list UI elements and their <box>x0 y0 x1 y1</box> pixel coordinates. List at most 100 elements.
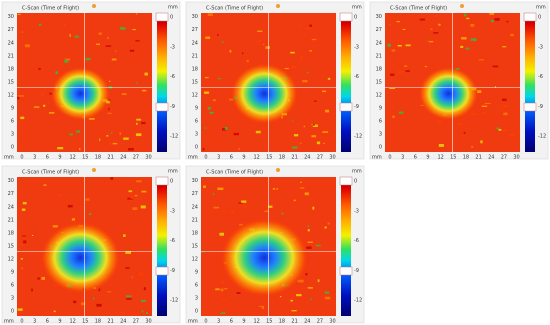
colorbar-unit: mm <box>168 5 178 11</box>
heatmap-speckle <box>85 57 91 61</box>
heatmap-speckle <box>428 41 434 43</box>
heatmap-speckle <box>236 292 241 294</box>
heatmap-speckle <box>109 80 111 82</box>
heatmap-speckle <box>135 13 138 15</box>
heatmap-speckle <box>307 225 310 227</box>
x-unit: mm <box>4 155 14 161</box>
heatmap-speckle <box>204 76 209 79</box>
heatmap-speckle <box>229 50 232 53</box>
heatmap-speckle <box>67 204 73 208</box>
heatmap-speckle <box>127 197 134 200</box>
colorbar-tick-label: -9 <box>354 268 359 274</box>
heatmap-speckle <box>120 27 126 30</box>
heatmap-speckle <box>108 107 110 111</box>
heatmap-speckle <box>98 32 102 35</box>
heatmap-speckle <box>402 28 406 31</box>
heatmap-speckle <box>69 33 71 37</box>
heatmap-speckle <box>300 187 305 189</box>
colorbar <box>157 13 167 152</box>
marker-dot <box>276 168 280 172</box>
colorbar-slider <box>155 176 169 186</box>
x-tick-label: 30 <box>329 155 335 161</box>
colorbar-tick-label: -6 <box>538 74 543 80</box>
heatmap-speckle <box>312 206 315 210</box>
heatmap-speckle <box>20 258 23 260</box>
heatmap-speckle <box>293 134 299 137</box>
heatmap-speckle <box>207 106 211 110</box>
x-tick-label: 3 <box>217 155 220 161</box>
heatmap-speckle <box>38 68 41 70</box>
heatmap-speckle <box>43 89 46 93</box>
y-tick-label: 6 <box>11 282 14 288</box>
heatmap-speckle <box>509 133 515 137</box>
heatmap-speckle <box>63 23 66 27</box>
panel-title: C-Scan (Time of Flight) <box>390 6 447 12</box>
heatmap-speckle <box>397 44 402 47</box>
heatmap-speckle <box>18 95 24 97</box>
defect-region <box>418 66 479 121</box>
y-tick-label: 24 <box>8 204 14 210</box>
heatmap-speckle <box>309 24 312 27</box>
heatmap-speckle <box>108 85 112 89</box>
heatmap-speckle <box>312 124 318 128</box>
heatmap-speckle <box>315 244 321 247</box>
y-tick-label: 27 <box>192 191 198 197</box>
colorbar-tick-label: -3 <box>538 44 543 50</box>
colorbar-tick-label: 0 <box>170 15 173 21</box>
heatmap-speckle <box>323 142 325 145</box>
heatmap-speckle <box>292 146 298 149</box>
heatmap-speckle <box>304 27 311 30</box>
heatmap-speckle <box>111 132 113 134</box>
colorbar-unit: mm <box>536 5 546 11</box>
heatmap-speckle <box>74 35 79 38</box>
heatmap-speckle <box>141 190 147 193</box>
heatmap-speckle <box>510 33 514 37</box>
panel-title: C-Scan (Time of Flight) <box>22 170 79 176</box>
y-tick-label: 9 <box>195 269 198 275</box>
x-tick-label: 18 <box>463 155 469 161</box>
colorbar-tick-label: -6 <box>170 238 175 244</box>
heatmap-speckle <box>88 213 92 215</box>
heatmap-speckle <box>220 288 224 292</box>
heatmap-speckle <box>246 59 249 63</box>
defect-region <box>220 218 309 298</box>
heatmap-speckle <box>257 30 263 32</box>
heatmap-speckle <box>217 78 222 80</box>
heatmap-speckle <box>121 311 126 314</box>
heatmap-speckle <box>121 93 127 95</box>
c-scan-panel: C-Scan (Time of Flight) 0 3 6 9 12 15 18 21 24 27 3… <box>1 1 181 161</box>
y-tick-label: 0 <box>11 309 14 315</box>
y-tick-label: 3 <box>379 131 382 137</box>
heatmap-speckle <box>307 241 313 243</box>
marker-dot <box>92 168 96 172</box>
y-tick-label: 6 <box>11 118 14 124</box>
y-tick-label: 9 <box>11 105 14 111</box>
colorbar-tick-label: 0 <box>354 179 357 185</box>
heatmap-speckle <box>212 99 216 102</box>
heatmap-speckle <box>480 140 483 144</box>
heatmap-speckle <box>481 111 486 115</box>
x-tick-label: 18 <box>95 155 101 161</box>
heatmap-speckle <box>306 300 308 304</box>
heatmap-speckle <box>392 115 395 118</box>
heatmap-speckle <box>433 32 439 34</box>
colorbar-unit: mm <box>168 169 178 175</box>
heatmap-speckle <box>128 190 133 193</box>
heatmap-speckle <box>213 206 220 209</box>
heatmap-speckle <box>52 225 58 228</box>
heatmap-speckle <box>430 28 433 30</box>
heatmap-speckle <box>466 17 470 20</box>
colorbar-tick-label: 0 <box>538 15 541 21</box>
x-tick-label: 12 <box>253 319 259 325</box>
heatmap-speckle <box>17 96 20 100</box>
colorbar-slider <box>339 102 353 112</box>
x-tick-label: 30 <box>329 319 335 325</box>
x-tick-label: 9 <box>426 155 429 161</box>
x-tick-label: 27 <box>317 155 323 161</box>
heatmap-speckle <box>460 45 464 49</box>
heatmap-speckle <box>325 109 330 113</box>
heatmap-speckle <box>263 43 265 45</box>
heatmap-speckle <box>307 229 310 232</box>
y-tick-label: 15 <box>192 79 198 85</box>
marker-dot <box>92 4 96 8</box>
